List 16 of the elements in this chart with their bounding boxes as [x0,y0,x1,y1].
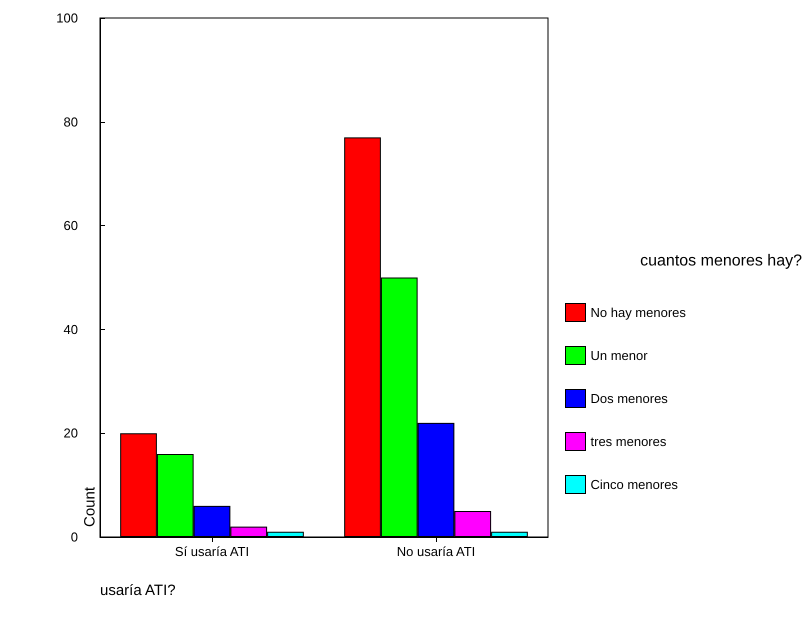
legend-label: Cinco menores [590,477,678,492]
x-axis-title: usaría ATI? [100,582,176,599]
legend-label: Un menor [590,348,648,363]
y-tick-label: 20 [64,426,78,441]
y-tick-label: 80 [64,114,78,130]
x-tick-label: No usaría ATI [396,544,476,559]
legend-label: No hay menores [590,305,686,320]
y-tick-label: 60 [64,218,78,234]
legend-label: tres menores [590,434,667,449]
legend-title: cuantos menores hay? [640,252,802,270]
x-tick-label: Sí usaría ATI [174,544,250,559]
y-tick-label: 0 [70,530,78,544]
legend-label: Dos menores [590,391,668,406]
y-axis-title: Count [82,486,98,527]
y-tick-label: 100 [56,10,78,26]
y-tick-label: 40 [64,322,78,337]
